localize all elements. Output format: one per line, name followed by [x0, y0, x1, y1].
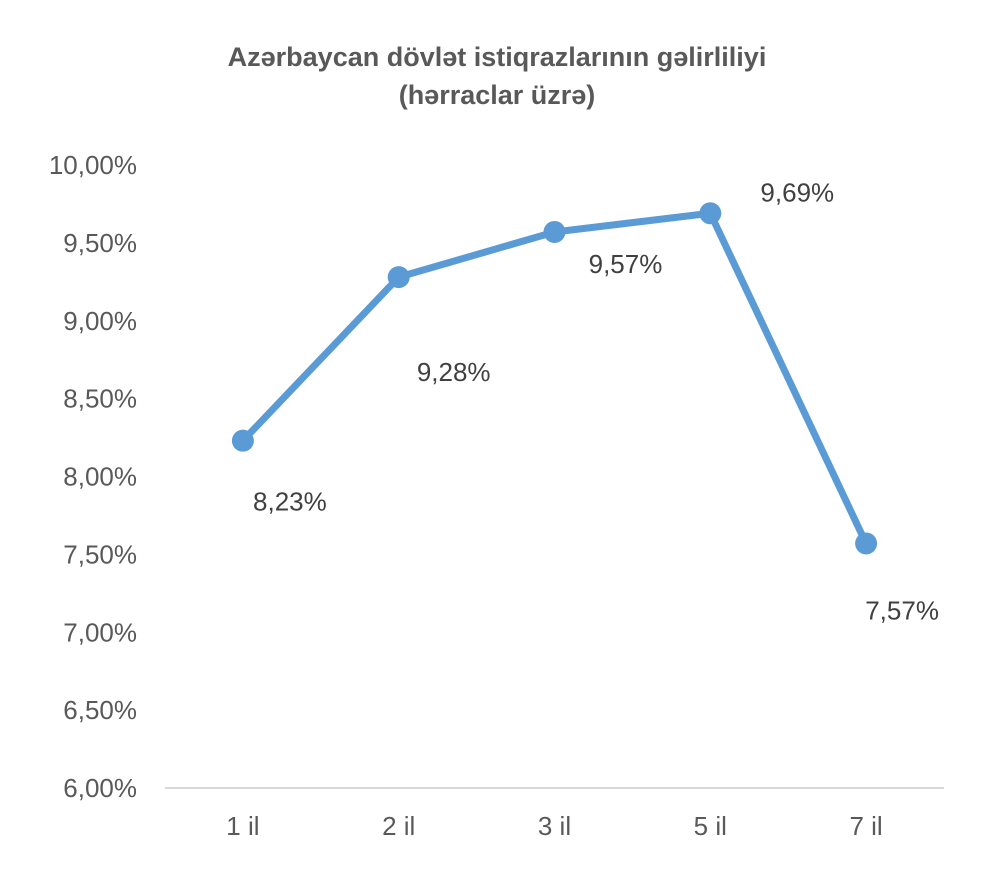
data-point	[699, 202, 722, 225]
data-point	[231, 429, 254, 452]
y-tick-label: 9,00%	[63, 306, 137, 336]
data-point	[387, 266, 410, 289]
chart-subtitle: (hərraclar üzrə)	[398, 80, 596, 110]
data-point	[855, 532, 878, 555]
x-tick-label: 3 il	[538, 811, 571, 841]
y-tick-label: 7,50%	[63, 539, 137, 569]
chart-title-block: Azərbaycan dövlət istiqrazlarının gəlirl…	[0, 38, 994, 114]
data-label: 9,28%	[417, 357, 491, 387]
data-label: 9,57%	[589, 249, 663, 279]
data-point	[543, 220, 566, 243]
x-tick-label: 7 il	[849, 811, 882, 841]
y-tick-label: 10,00%	[49, 150, 137, 180]
x-tick-label: 2 il	[382, 811, 415, 841]
data-label: 9,69%	[760, 177, 834, 207]
data-label: 8,23%	[253, 487, 327, 517]
y-tick-label: 8,50%	[63, 384, 137, 414]
x-tick-label: 5 il	[694, 811, 727, 841]
y-tick-label: 6,50%	[63, 695, 137, 725]
y-tick-label: 8,00%	[63, 462, 137, 492]
y-tick-label: 9,50%	[63, 228, 137, 258]
data-label: 7,57%	[865, 595, 939, 625]
series-line	[239, 209, 870, 547]
y-tick-label: 6,00%	[63, 773, 137, 803]
x-tick-label: 1 il	[226, 811, 259, 841]
y-tick-label: 7,00%	[63, 617, 137, 647]
chart-title: Azərbaycan dövlət istiqrazlarının gəlirl…	[227, 42, 767, 72]
